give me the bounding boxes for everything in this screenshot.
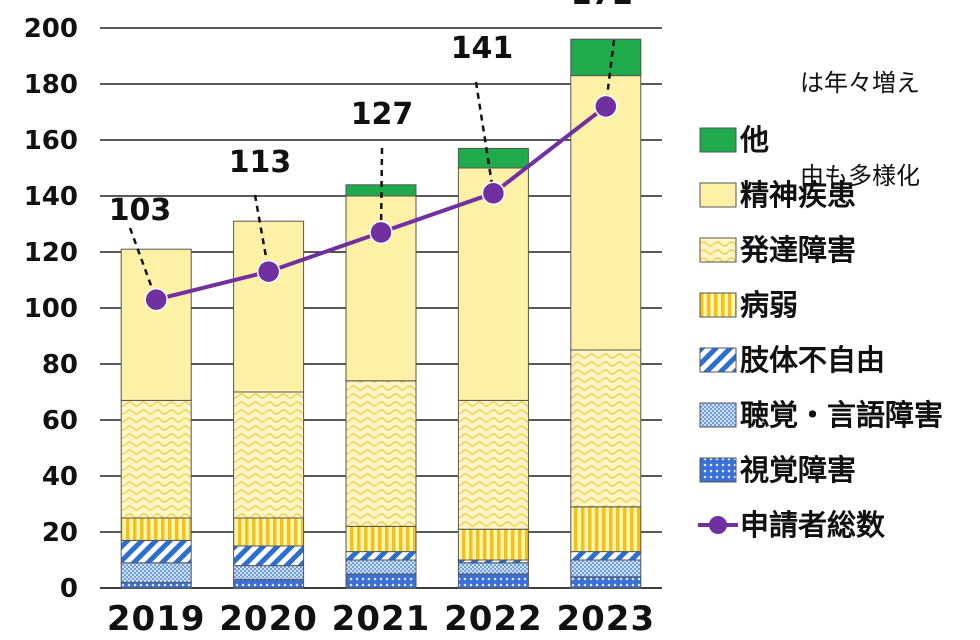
bar-segment [570,559,642,578]
bar-segment [120,562,192,583]
y-tick-label: 40 [42,462,78,492]
bar-segment [570,576,642,589]
x-tick-label: 2020 [219,599,318,639]
y-tick-label: 20 [42,518,78,548]
y-tick-label: 160 [24,126,78,156]
bar-segment [120,539,192,564]
data-label: 141 [451,31,514,66]
bar-segment [120,248,192,401]
total-point [144,287,168,312]
bar-segment [457,147,529,169]
y-tick-label: 60 [42,406,78,436]
label-leader [379,147,384,233]
caption-text: は年々増え 由も多様化 [800,6,980,223]
legend-swatch [699,457,737,483]
y-tick-label: 80 [42,350,78,380]
bar-segment [233,517,305,547]
bar-segment [233,565,305,581]
bar-segment [345,380,417,527]
caption-line: 由も多様化 [800,162,920,190]
label-leader [474,81,495,194]
legend-line-marker [709,516,727,534]
legend-label: 発達障害 [739,233,856,267]
y-tick-label: 180 [24,70,78,100]
y-tick-label: 140 [24,182,78,212]
data-label: 127 [351,97,414,132]
bar-segment [233,391,305,519]
bar-segment [570,551,642,561]
y-tick-label: 100 [24,294,78,324]
bar-segment [120,399,192,519]
bar-segment [345,551,417,561]
label-leader [253,194,270,272]
legend-label: 精神疾患 [740,178,856,212]
legend-swatch [699,402,737,428]
bar-segment [457,573,529,589]
legend-label: 視覚障害 [740,453,856,487]
legend-label: 肢体不自由 [740,343,885,377]
data-label: 103 [109,193,172,228]
bar-segment [345,573,417,589]
bar-segment [120,581,192,589]
bar-segment [570,75,642,351]
total-point [256,259,281,284]
legend-label: 申請者総数 [740,508,886,542]
legend-swatch [699,347,737,373]
label-leader [128,227,158,301]
legend-swatch [699,182,737,208]
bar-segment [233,220,305,393]
x-tick-label: 2021 [332,599,431,639]
bar-segment [457,399,529,530]
bar-segment [233,545,305,567]
y-tick-label: 120 [24,238,78,268]
bar-segment [570,38,642,77]
bar-segment [345,525,417,553]
bar-segment [570,349,642,508]
caption-line: は年々増え [800,69,920,97]
bar-segment [457,167,529,401]
bar-segment [120,517,192,541]
x-tick-label: 2023 [556,599,655,639]
legend-swatch [699,127,737,153]
legend-label: 他 [739,123,769,157]
bar-segment [457,562,529,575]
legend-swatch [699,292,737,318]
legend-label: 聴覚・言語障害 [740,398,943,432]
bar-segment [233,579,305,589]
bar-segment [570,506,642,553]
total-point [369,220,393,245]
y-tick-label: 200 [24,14,78,44]
total-point [594,94,618,119]
y-tick-label: 0 [60,574,78,604]
data-label: 113 [229,145,292,180]
bar-segment [457,528,529,561]
total-point [481,181,506,205]
x-tick-label: 2019 [107,599,206,639]
data-label: 172 [571,0,634,12]
legend-swatch [699,237,737,263]
legend-label: 病弱 [740,288,798,322]
x-tick-label: 2022 [444,599,543,639]
bar-segment [345,559,417,575]
